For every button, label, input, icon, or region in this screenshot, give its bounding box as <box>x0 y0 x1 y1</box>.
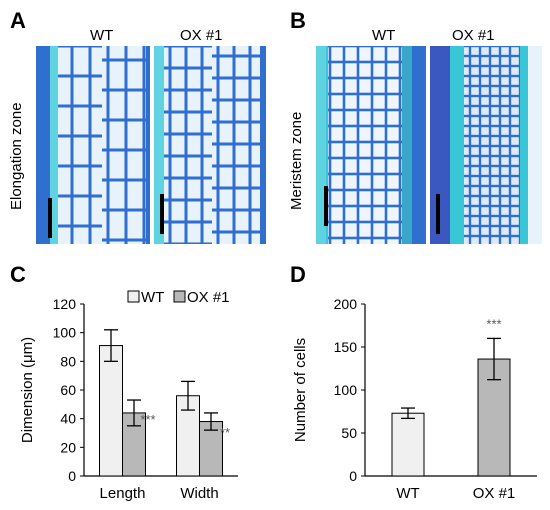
y-tick-label: 60 <box>60 382 76 398</box>
y-tick-label: 0 <box>349 468 357 484</box>
x-tick-label: OX #1 <box>473 485 516 502</box>
y-tick-label: 50 <box>341 425 357 441</box>
panel-letter-c: C <box>10 262 26 287</box>
y-tick-label: 120 <box>53 296 77 312</box>
panel-letter-b: B <box>290 8 306 33</box>
elongation-zone-label: Elongation zone <box>8 102 25 210</box>
y-axis-title: Dimension (μm) <box>19 337 36 443</box>
y-tick-label: 200 <box>334 296 358 312</box>
significance-label: ** <box>220 425 230 440</box>
micrograph-meristem-ox <box>430 46 542 244</box>
y-tick-label: 100 <box>53 325 77 341</box>
micrograph-elongation-ox-svg <box>154 46 266 244</box>
micrograph-elongation-wt <box>36 46 150 244</box>
x-tick-label: Length <box>100 485 146 502</box>
panel-letter-a: A <box>10 8 26 33</box>
meristem-zone-label: Meristem zone <box>288 111 305 210</box>
y-tick-label: 150 <box>334 339 358 355</box>
y-axis-title: Number of cells <box>292 338 309 442</box>
micrograph-meristem-wt <box>316 46 426 244</box>
panel-letter-d: D <box>290 262 306 287</box>
bar-wt <box>391 412 425 477</box>
legend-label-ox: OX #1 <box>187 289 230 306</box>
y-tick-label: 40 <box>60 411 76 427</box>
chart-dimension: 0 20 40 60 80 100 120 Dimension (μm) Length *** Wi… <box>19 289 238 502</box>
panel-a-ox-label: OX #1 <box>180 27 223 44</box>
significance-label: *** <box>486 316 501 331</box>
panel-a-wt-label: WT <box>90 27 114 44</box>
significance-label: *** <box>140 412 155 427</box>
y-tick-label: 80 <box>60 353 76 369</box>
x-tick-label: WT <box>396 485 419 502</box>
y-tick-label: 100 <box>334 382 358 398</box>
chart-cell-number: 0 50 100 150 200 Number of cells WT OX #1 *** <box>292 296 537 502</box>
legend-swatch-ox <box>173 290 186 303</box>
y-tick-label: 0 <box>68 468 76 484</box>
micrograph-elongation-ox <box>154 46 266 244</box>
panel-b-ox-label: OX #1 <box>452 27 495 44</box>
panel-b-wt-label: WT <box>372 27 396 44</box>
micrograph-elongation-wt-svg <box>36 46 150 244</box>
bar-wt-length <box>99 345 123 477</box>
legend-swatch-wt <box>127 290 140 303</box>
micrograph-meristem-wt-svg <box>316 46 426 244</box>
legend-label-wt: WT <box>141 289 164 306</box>
x-tick-label: Width <box>180 485 218 502</box>
y-tick-label: 20 <box>60 439 76 455</box>
micrograph-meristem-ox-svg <box>430 46 542 244</box>
